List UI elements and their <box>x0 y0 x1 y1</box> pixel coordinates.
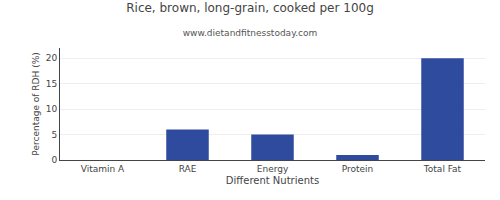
svg-text:Percentage of RDH (%): Percentage of RDH (%) <box>31 52 41 155</box>
svg-text:Vitamin A: Vitamin A <box>81 164 125 174</box>
svg-text:0: 0 <box>51 155 57 165</box>
svg-text:5: 5 <box>51 130 57 140</box>
svg-text:Different Nutrients: Different Nutrients <box>226 175 319 186</box>
svg-text:RAE: RAE <box>179 164 197 174</box>
svg-text:10: 10 <box>46 104 58 114</box>
svg-text:Total Fat: Total Fat <box>423 164 462 174</box>
svg-text:Rice, brown, long-grain, cooke: Rice, brown, long-grain, cooked per 100g <box>126 1 374 15</box>
svg-text:Energy: Energy <box>257 164 289 174</box>
svg-text:20: 20 <box>46 53 58 63</box>
svg-text:www.dietandfitnesstoday.com: www.dietandfitnesstoday.com <box>183 28 318 38</box>
svg-text:Protein: Protein <box>342 164 374 174</box>
svg-text:15: 15 <box>46 79 57 89</box>
